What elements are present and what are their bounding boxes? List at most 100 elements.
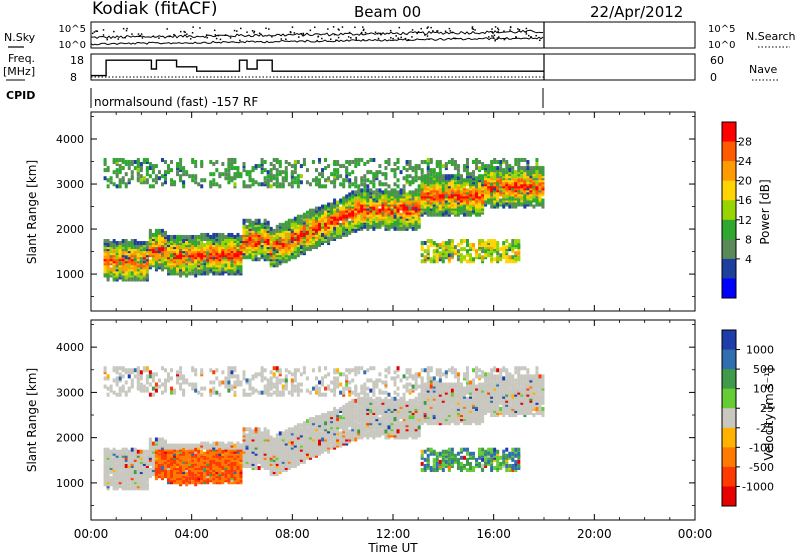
power-cell [113, 158, 116, 162]
power-cell [315, 176, 318, 180]
power-cell [475, 249, 478, 253]
power-cell [104, 239, 107, 243]
power-cell [378, 221, 381, 225]
velocity-cell [209, 368, 212, 372]
y-tick-label: 3000 [56, 178, 84, 191]
velocity-cell [146, 387, 149, 391]
power-cell [218, 239, 221, 243]
power-cell [116, 255, 119, 259]
noise-dot [192, 26, 194, 28]
noise-dot [390, 37, 392, 39]
power-cell [403, 176, 406, 180]
velocity-cell [134, 470, 137, 474]
power-cell [194, 174, 197, 178]
power-cell [339, 164, 342, 168]
power-cell [203, 265, 206, 269]
velocity-cell [215, 376, 218, 380]
power-cell [212, 162, 215, 166]
power-cell [140, 259, 143, 263]
velocity-cell [164, 368, 167, 372]
power-cell [375, 188, 378, 192]
noise-dot [169, 36, 171, 38]
velocity-cell [158, 437, 161, 441]
noise-dot [216, 38, 218, 40]
power-cell [445, 251, 448, 255]
velocity-cell [230, 366, 233, 370]
velocity-cell [143, 385, 146, 389]
power-cell [499, 198, 502, 202]
power-cell [306, 168, 309, 172]
power-cell [137, 241, 140, 245]
power-cell [224, 176, 227, 180]
velocity-cell [134, 368, 137, 372]
power-cell [394, 194, 397, 198]
velocity-cell [215, 368, 218, 372]
power-cell [137, 158, 140, 162]
power-cell [457, 172, 460, 176]
velocity-cell [131, 368, 134, 372]
noise-dot [365, 32, 367, 34]
velocity-cell [194, 389, 197, 393]
power-cell [517, 164, 520, 168]
power-cell [463, 255, 466, 259]
power-cell [312, 160, 315, 164]
power-cell [496, 255, 499, 259]
velocity-cell [279, 460, 282, 464]
noise-dot [318, 36, 320, 38]
power-cell [460, 174, 463, 178]
power-cell [514, 162, 517, 166]
power-cell [212, 233, 215, 237]
velocity-cell [227, 389, 230, 393]
velocity-cell [164, 440, 167, 444]
velocity-cell [128, 368, 131, 372]
power-cell [442, 241, 445, 245]
power-cell [451, 174, 454, 178]
power-cell [306, 215, 309, 219]
power-cell [472, 243, 475, 247]
power-cell [333, 198, 336, 202]
velocity-cell [252, 391, 255, 395]
velocity-cell [122, 385, 125, 389]
power-cell [300, 174, 303, 178]
velocity-cell [158, 385, 161, 389]
power-cell [333, 178, 336, 182]
power-cell [218, 233, 221, 237]
power-cell [387, 162, 390, 166]
power-cell [161, 158, 164, 162]
power-cell [255, 233, 258, 237]
power-cell [176, 162, 179, 166]
velocity-cell [291, 389, 294, 393]
power-cell [185, 267, 188, 271]
power-cell [427, 162, 430, 166]
power-cell [505, 239, 508, 243]
power-cell [448, 257, 451, 261]
velocity-cell [212, 391, 215, 395]
power-cell [128, 160, 131, 164]
power-cell [345, 160, 348, 164]
velocity-cell [236, 378, 239, 382]
velocity-cell [227, 366, 230, 370]
velocity-cell [152, 442, 155, 446]
power-cell [342, 182, 345, 186]
power-cell [430, 239, 433, 243]
power-cell [369, 201, 372, 205]
power-cell [448, 174, 451, 178]
velocity-cell [249, 383, 252, 387]
power-cell [357, 221, 360, 225]
velocity-cell [128, 387, 131, 391]
velocity-cell [285, 368, 288, 372]
power-cell [149, 229, 152, 233]
noise-dot [192, 32, 194, 34]
power-cell [451, 184, 454, 188]
power-cell [149, 174, 152, 178]
power-cell [188, 251, 191, 255]
velocity-cell [134, 484, 137, 488]
noise-dot [225, 34, 227, 36]
noise-dot [362, 26, 364, 28]
velocity-cell [264, 427, 267, 431]
power-cell [436, 257, 439, 261]
power-cell [339, 229, 342, 233]
power-cell [252, 227, 255, 231]
power-cell [203, 259, 206, 263]
